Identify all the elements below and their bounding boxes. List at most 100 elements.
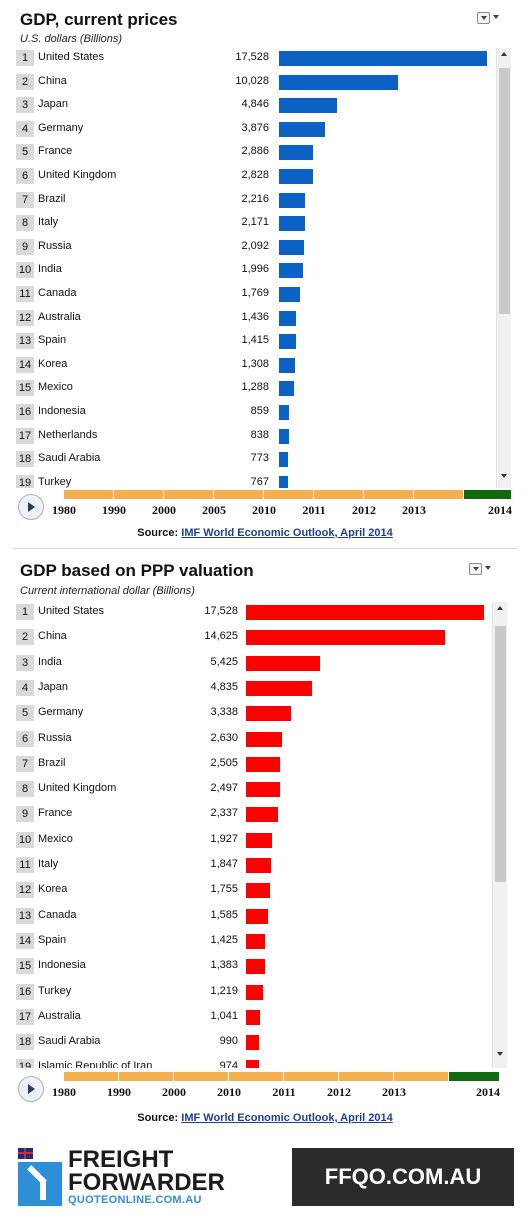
timeline-segment[interactable] bbox=[214, 490, 263, 499]
bar[interactable] bbox=[279, 216, 305, 232]
chart2-scrollbar[interactable] bbox=[492, 602, 507, 1068]
bar[interactable] bbox=[279, 98, 337, 114]
scroll-down-icon[interactable] bbox=[501, 474, 507, 478]
bar[interactable] bbox=[279, 239, 304, 255]
year-label[interactable]: 2014 bbox=[488, 503, 512, 517]
timeline-segment[interactable] bbox=[64, 1072, 118, 1081]
bar[interactable] bbox=[246, 908, 268, 924]
chart-row: 9 France 2,337 bbox=[16, 804, 490, 824]
year-label[interactable]: 1990 bbox=[107, 1085, 131, 1099]
chart1-year-track[interactable]: 1980 1990 2000 2005 2010 2011 2012 2013 2014 bbox=[52, 490, 512, 526]
bar[interactable] bbox=[246, 680, 312, 696]
chart1-scrollbar[interactable] bbox=[496, 48, 511, 488]
year-label[interactable]: 2013 bbox=[402, 503, 426, 517]
bar[interactable] bbox=[279, 145, 313, 161]
year-label[interactable]: 1980 bbox=[52, 503, 76, 517]
source-link[interactable]: IMF World Economic Outlook, April 2014 bbox=[181, 527, 393, 539]
dropdown-icon[interactable] bbox=[490, 12, 501, 22]
timeline-segment[interactable] bbox=[414, 490, 463, 499]
dropdown-icon[interactable] bbox=[482, 563, 493, 573]
timeline-segment[interactable] bbox=[364, 490, 413, 499]
bar[interactable] bbox=[246, 858, 271, 873]
chart2-scroll-thumb[interactable] bbox=[495, 626, 506, 882]
scroll-up-icon[interactable] bbox=[497, 606, 503, 610]
bar[interactable] bbox=[246, 933, 265, 949]
year-label[interactable]: 2000 bbox=[162, 1085, 186, 1099]
chart-row: 8 Italy 2,171 bbox=[16, 213, 490, 233]
bar[interactable] bbox=[246, 1035, 259, 1051]
timeline-segment[interactable] bbox=[114, 490, 163, 499]
bar[interactable] bbox=[246, 1060, 259, 1068]
year-label[interactable]: 1990 bbox=[102, 503, 126, 517]
year-label[interactable]: 2012 bbox=[352, 503, 376, 517]
timeline-segment[interactable] bbox=[174, 1072, 228, 1081]
bar[interactable] bbox=[279, 287, 300, 302]
year-label[interactable]: 2000 bbox=[152, 503, 176, 517]
bar[interactable] bbox=[279, 452, 288, 468]
timeline-segment[interactable] bbox=[164, 490, 213, 499]
timeline-segment[interactable] bbox=[264, 490, 313, 499]
year-label[interactable]: 2013 bbox=[382, 1085, 406, 1099]
year-label[interactable]: 2012 bbox=[327, 1085, 351, 1099]
timeline-segment[interactable] bbox=[314, 490, 363, 499]
bar[interactable] bbox=[279, 51, 487, 66]
bar[interactable] bbox=[279, 405, 289, 420]
bar[interactable] bbox=[246, 630, 445, 646]
bar[interactable] bbox=[279, 169, 313, 184]
play-icon[interactable] bbox=[18, 494, 44, 520]
rank-badge: 17 bbox=[16, 1008, 34, 1025]
bar[interactable] bbox=[279, 192, 305, 208]
bar[interactable] bbox=[246, 706, 291, 722]
bar[interactable] bbox=[246, 655, 320, 671]
year-label[interactable]: 2010 bbox=[252, 503, 276, 517]
year-label[interactable]: 2011 bbox=[302, 503, 326, 517]
year-label[interactable]: 2010 bbox=[217, 1085, 241, 1099]
chart1-scroll-thumb[interactable] bbox=[499, 68, 510, 314]
timeline-segment[interactable] bbox=[449, 1072, 499, 1081]
category-label: United States bbox=[38, 605, 105, 617]
bar[interactable] bbox=[279, 74, 398, 90]
source-link[interactable]: IMF World Economic Outlook, April 2014 bbox=[181, 1112, 393, 1124]
bar[interactable] bbox=[246, 731, 282, 747]
bar[interactable] bbox=[246, 756, 280, 772]
timeline-segment[interactable] bbox=[394, 1072, 448, 1081]
category-label: Italy bbox=[38, 858, 59, 870]
timeline-segment[interactable] bbox=[119, 1072, 173, 1081]
rank-badge: 10 bbox=[16, 831, 34, 848]
bar[interactable] bbox=[246, 984, 263, 1000]
year-label[interactable]: 1980 bbox=[52, 1085, 76, 1099]
play-icon[interactable] bbox=[18, 1076, 44, 1102]
timeline-segment[interactable] bbox=[464, 490, 511, 499]
bar[interactable] bbox=[279, 357, 295, 373]
bar[interactable] bbox=[279, 310, 296, 326]
timeline-segment[interactable] bbox=[339, 1072, 393, 1081]
bar[interactable] bbox=[246, 959, 265, 975]
bar[interactable] bbox=[246, 782, 280, 798]
scroll-down-icon[interactable] bbox=[497, 1052, 503, 1056]
dropdown-icon[interactable] bbox=[477, 12, 490, 24]
year-label[interactable]: 2014 bbox=[476, 1085, 500, 1099]
timeline-segment[interactable] bbox=[284, 1072, 338, 1081]
chart2-year-track[interactable]: 1980 1990 2000 2010 2011 2012 2013 2014 bbox=[52, 1072, 500, 1108]
bar[interactable] bbox=[246, 807, 278, 823]
year-label[interactable]: 2005 bbox=[202, 503, 226, 517]
chart2-menu-dropdown[interactable] bbox=[469, 563, 493, 575]
bar[interactable] bbox=[279, 428, 289, 444]
chart-row: 17 Australia 1,041 bbox=[16, 1007, 490, 1027]
bar[interactable] bbox=[246, 605, 484, 620]
bar[interactable] bbox=[279, 121, 325, 137]
bar[interactable] bbox=[246, 1009, 260, 1025]
bar[interactable] bbox=[246, 832, 272, 848]
timeline-segment[interactable] bbox=[229, 1072, 283, 1081]
rank-badge: 8 bbox=[16, 215, 34, 232]
chart1-menu-dropdown[interactable] bbox=[477, 12, 501, 24]
bar[interactable] bbox=[279, 381, 294, 397]
bar[interactable] bbox=[279, 475, 288, 488]
year-label[interactable]: 2011 bbox=[272, 1085, 296, 1099]
dropdown-icon[interactable] bbox=[469, 563, 482, 575]
timeline-segment[interactable] bbox=[64, 490, 113, 499]
bar[interactable] bbox=[279, 263, 303, 279]
scroll-up-icon[interactable] bbox=[501, 52, 507, 56]
bar[interactable] bbox=[279, 334, 296, 350]
bar[interactable] bbox=[246, 883, 270, 899]
